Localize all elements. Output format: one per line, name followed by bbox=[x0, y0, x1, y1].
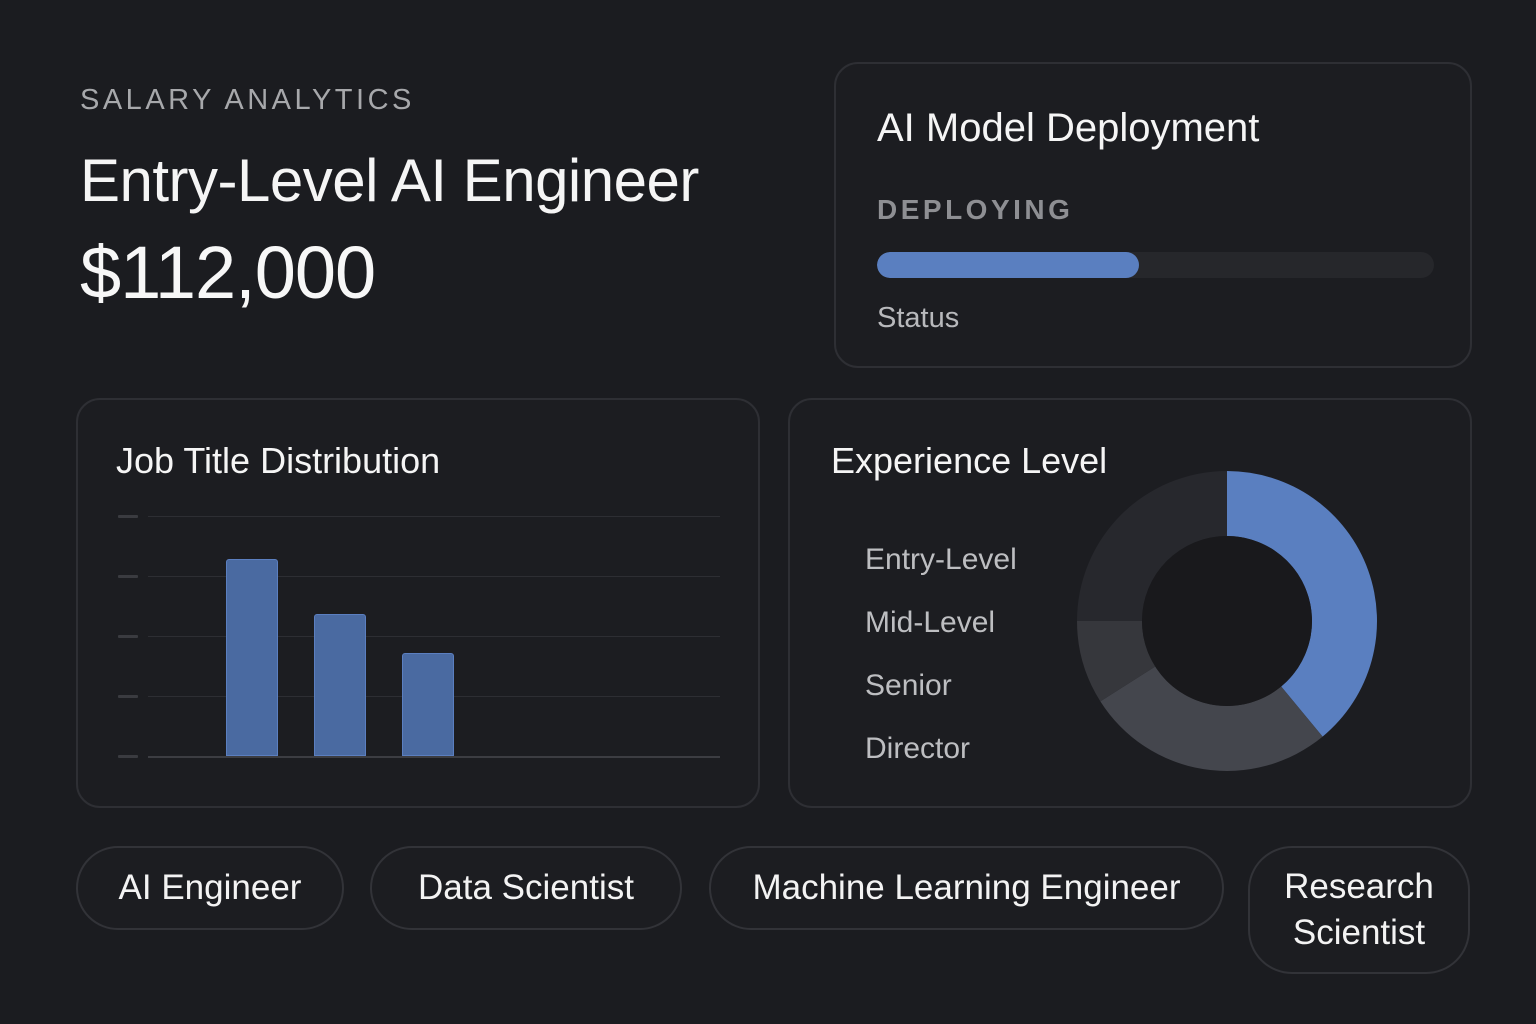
legend-item-senior: Senior bbox=[865, 669, 952, 702]
y-axis-tick bbox=[118, 575, 138, 578]
y-axis-tick bbox=[118, 635, 138, 638]
gridline bbox=[148, 576, 720, 577]
bar-1 bbox=[226, 559, 278, 756]
chip-machine-learning-engineer[interactable]: Machine Learning Engineer bbox=[709, 846, 1224, 930]
deployment-title: AI Model Deployment bbox=[877, 106, 1260, 150]
experience-legend: Entry-Level Mid-Level Senior Director bbox=[865, 540, 1017, 792]
chip-data-scientist[interactable]: Data Scientist bbox=[370, 846, 682, 930]
chip-research-scientist[interactable]: Research Scientist bbox=[1248, 846, 1470, 974]
donut-hole bbox=[1142, 536, 1312, 706]
donut-segment-mid-level bbox=[1100, 666, 1323, 771]
deployment-card: AI Model Deployment DEPLOYING Status bbox=[834, 62, 1472, 368]
legend-item-mid-level: Mid-Level bbox=[865, 606, 996, 639]
salary-value: $112,000 bbox=[80, 231, 376, 314]
donut-segment-senior bbox=[1077, 621, 1156, 702]
gridline bbox=[148, 636, 720, 637]
deployment-status-label: Status bbox=[877, 302, 960, 334]
x-axis-baseline bbox=[148, 756, 720, 758]
deployment-state: DEPLOYING bbox=[877, 194, 1074, 225]
eyebrow-label: SALARY ANALYTICS bbox=[80, 84, 415, 116]
y-axis-tick bbox=[118, 755, 138, 758]
bar-2 bbox=[314, 614, 366, 756]
bar-chart bbox=[118, 515, 722, 760]
experience-level-card: Experience Level Entry-Level Mid-Level S… bbox=[788, 398, 1472, 808]
page-title: Entry-Level AI Engineer bbox=[80, 147, 699, 214]
deployment-progress-fill bbox=[877, 252, 1139, 278]
deployment-progress-bar bbox=[877, 252, 1434, 278]
y-axis-tick bbox=[118, 515, 138, 518]
bar-3 bbox=[402, 652, 454, 756]
legend-item-entry-level: Entry-Level bbox=[865, 543, 1017, 576]
legend-item-director: Director bbox=[865, 732, 971, 765]
gridline bbox=[148, 516, 720, 517]
chip-ai-engineer[interactable]: AI Engineer bbox=[76, 846, 344, 930]
job-distribution-title: Job Title Distribution bbox=[116, 440, 441, 481]
experience-title: Experience Level bbox=[831, 440, 1108, 481]
donut-chart bbox=[1077, 471, 1377, 771]
y-axis-tick bbox=[118, 695, 138, 698]
job-title-distribution-card: Job Title Distribution bbox=[76, 398, 760, 808]
donut-segment-director bbox=[1077, 471, 1227, 621]
donut-segment-entry-level bbox=[1227, 471, 1377, 737]
